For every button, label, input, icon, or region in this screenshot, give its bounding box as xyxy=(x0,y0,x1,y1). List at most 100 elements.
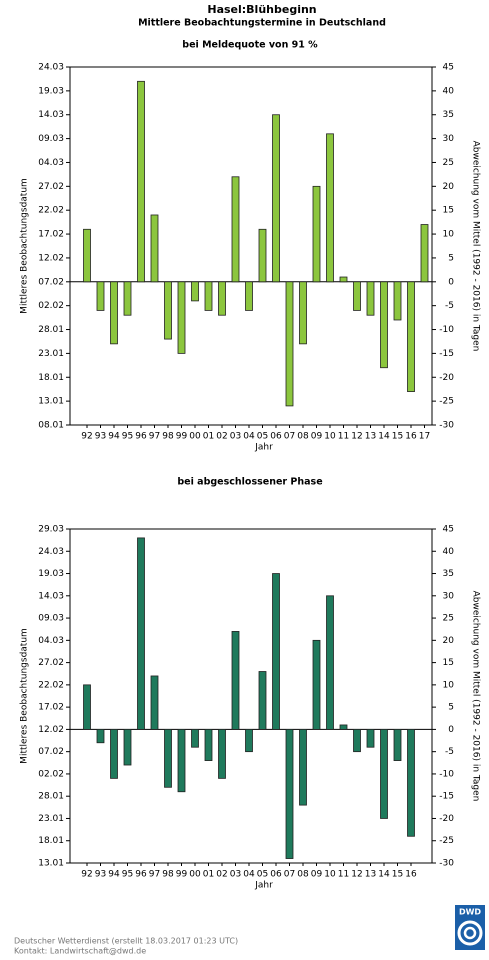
bar xyxy=(177,729,186,793)
bar xyxy=(272,114,280,283)
x-tick-label: 99 xyxy=(176,432,188,442)
bar xyxy=(245,281,253,311)
y-tick-label: 24.03 xyxy=(38,63,64,73)
y2-tick-label: -5 xyxy=(445,301,454,311)
x-tick-label: 97 xyxy=(149,870,160,880)
bar xyxy=(339,276,348,283)
x-tick-label: 07 xyxy=(284,870,295,880)
x-tick-label: 93 xyxy=(95,432,106,442)
x-tick-label: 00 xyxy=(189,870,201,880)
x-tick-label: 16 xyxy=(405,432,417,442)
footer-line: Kontakt: Landwirtschaft@dwd.de xyxy=(14,947,146,956)
logo: DWD xyxy=(455,905,485,950)
y-tick-label: 22.02 xyxy=(38,680,64,690)
bar xyxy=(407,281,415,392)
bar xyxy=(285,281,294,407)
bar xyxy=(245,729,253,753)
y2-tick-label: 25 xyxy=(443,158,454,168)
x-tick-label: 11 xyxy=(338,432,349,442)
bar xyxy=(164,729,172,788)
x-tick-label: 94 xyxy=(108,432,120,442)
y2-tick-label: -15 xyxy=(439,792,454,802)
x-axis-label: Jahr xyxy=(254,443,273,453)
y2-tick-label: -5 xyxy=(445,747,454,757)
y2-axis-label: Abweichung vom Mittel (1992 - 2016) in T… xyxy=(471,141,481,352)
x-tick-label: 06 xyxy=(270,870,282,880)
x-tick-label: 15 xyxy=(392,870,403,880)
x-tick-label: 12 xyxy=(351,870,362,880)
y-tick-label: 02.02 xyxy=(38,769,64,779)
x-tick-label: 16 xyxy=(405,870,417,880)
y-tick-label: 13.01 xyxy=(38,397,64,407)
y2-tick-label: 20 xyxy=(443,182,455,192)
y-axis-label: Mittleres Beobachtungsdatum xyxy=(20,628,30,764)
y2-tick-label: 10 xyxy=(443,680,455,690)
x-tick-label: 11 xyxy=(338,870,349,880)
y-tick-label: 04.03 xyxy=(38,158,64,168)
x-tick-label: 96 xyxy=(135,432,147,442)
page-title: Hasel:Blühbeginn xyxy=(207,3,316,16)
y-tick-label: 07.02 xyxy=(38,747,64,757)
bar xyxy=(218,281,226,316)
x-tick-label: 13 xyxy=(365,432,376,442)
bar xyxy=(353,281,361,311)
bar xyxy=(191,729,199,748)
y-tick-label: 02.02 xyxy=(38,301,64,311)
x-tick-label: 00 xyxy=(189,432,201,442)
y2-tick-label: 5 xyxy=(448,703,454,713)
y2-tick-label: 35 xyxy=(443,110,454,120)
bar xyxy=(110,281,118,345)
y2-tick-label: 40 xyxy=(443,86,455,96)
bar xyxy=(380,281,388,369)
y2-tick-label: -25 xyxy=(439,836,454,846)
y-tick-label: 17.02 xyxy=(38,703,64,713)
y2-tick-label: 0 xyxy=(448,277,454,287)
x-tick-label: 10 xyxy=(324,432,336,442)
y-tick-label: 08.01 xyxy=(38,421,64,431)
bar xyxy=(407,729,415,837)
footer-line: Deutscher Wetterdienst (erstellt 18.03.2… xyxy=(14,937,238,946)
y2-tick-label: 15 xyxy=(443,658,454,668)
y-tick-label: 14.03 xyxy=(38,591,64,601)
x-tick-label: 98 xyxy=(162,870,174,880)
y-axis-label: Mittleres Beobachtungsdatum xyxy=(20,178,30,314)
y-tick-label: 28.01 xyxy=(38,792,64,802)
x-tick-label: 03 xyxy=(230,870,241,880)
bar xyxy=(353,729,361,753)
x-tick-label: 01 xyxy=(203,870,214,880)
x-tick-label: 05 xyxy=(257,870,268,880)
y2-tick-label: 40 xyxy=(443,547,455,557)
x-tick-label: 12 xyxy=(351,432,362,442)
bar xyxy=(177,281,186,354)
bar xyxy=(285,729,294,859)
x-tick-label: 10 xyxy=(324,870,336,880)
x-tick-label: 97 xyxy=(149,432,160,442)
x-tick-label: 93 xyxy=(95,870,106,880)
x-tick-label: 09 xyxy=(311,870,323,880)
y-tick-label: 14.03 xyxy=(38,110,64,120)
bar xyxy=(150,675,159,730)
y2-tick-label: 15 xyxy=(443,206,454,216)
page-subtitle: Mittlere Beobachtungstermine in Deutschl… xyxy=(138,18,386,29)
y2-tick-label: 45 xyxy=(443,63,454,73)
bar xyxy=(218,729,226,779)
y-tick-label: 28.01 xyxy=(38,325,64,335)
bar xyxy=(393,729,402,761)
plot-frame xyxy=(69,528,433,864)
bar xyxy=(123,729,132,766)
y-tick-label: 22.02 xyxy=(38,206,64,216)
x-tick-label: 99 xyxy=(176,870,188,880)
y2-axis-label: Abweichung vom Mittel (1992 - 2016) in T… xyxy=(471,591,481,802)
y2-tick-label: 0 xyxy=(448,725,454,735)
bar xyxy=(137,80,145,283)
plot-frame xyxy=(69,66,433,426)
y2-tick-label: 30 xyxy=(443,591,455,601)
y2-tick-label: -30 xyxy=(439,421,454,431)
chart-title: bei Meldequote von 91 % xyxy=(182,40,318,51)
bar xyxy=(204,729,213,761)
y-tick-label: 27.02 xyxy=(38,182,64,192)
y2-tick-label: 10 xyxy=(443,230,455,240)
y-tick-label: 23.01 xyxy=(38,814,64,824)
bar xyxy=(96,281,105,311)
